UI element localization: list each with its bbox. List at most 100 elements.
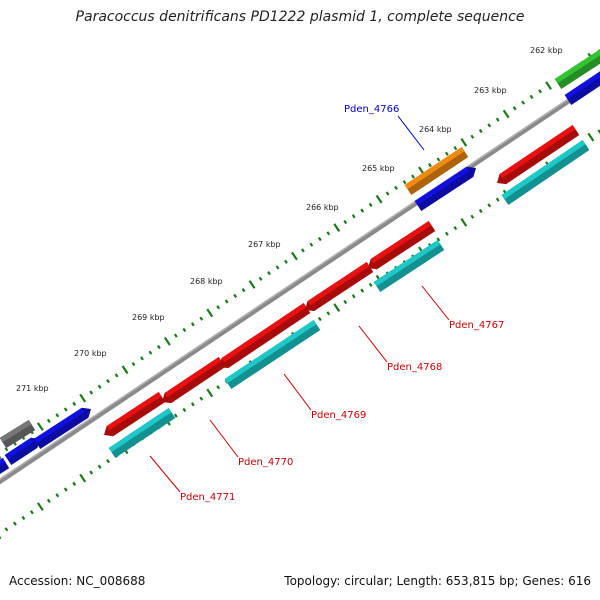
backbone-highlight <box>0 77 600 481</box>
outer-tick <box>114 373 119 378</box>
inner-tick <box>4 527 9 532</box>
inner-tick <box>495 197 500 202</box>
inner-tick <box>173 413 178 418</box>
accession-text: Accession: NC_008688 <box>9 574 146 588</box>
outer-tick <box>148 350 153 355</box>
outer-tick <box>521 100 526 105</box>
outer-tick <box>275 265 280 270</box>
features <box>0 49 600 474</box>
inner-tick <box>190 402 195 407</box>
outer-tick <box>487 123 492 128</box>
outer-tick <box>224 299 229 304</box>
outer-tick <box>190 322 195 327</box>
inner-tick <box>487 203 492 208</box>
scale-label: 264 kbp <box>419 125 452 134</box>
inner-tick <box>0 536 2 540</box>
outer-tick <box>453 145 458 151</box>
inner-tick <box>89 470 94 475</box>
inner-tick <box>326 311 331 316</box>
outer-tick <box>89 390 94 395</box>
outer-tick <box>97 384 102 389</box>
inner-tick <box>63 487 68 492</box>
gene-label: Pden_4770 <box>238 457 293 468</box>
scale-label: 263 kbp <box>474 86 507 95</box>
outer-tick <box>512 106 517 111</box>
scale-labels: 262 kbp 263 kbp 264 kbp 265 kbp 266 kbp 267 k… <box>16 46 563 393</box>
inner-tick <box>351 294 356 299</box>
inner-tick <box>206 388 214 398</box>
outer-tick <box>360 208 365 213</box>
scale-label: 265 kbp <box>362 164 395 173</box>
outer-tick <box>199 316 204 321</box>
inner-tick <box>36 502 44 511</box>
forward-cds <box>4 437 40 465</box>
outer-tick <box>495 117 500 122</box>
outer-tick <box>63 407 68 412</box>
outer-tick <box>248 280 256 289</box>
outer-tick <box>216 305 221 310</box>
inner-tick <box>21 515 26 521</box>
inner-tick <box>29 510 34 515</box>
inner-tick <box>453 225 458 231</box>
inner-tick <box>79 473 87 483</box>
cds-pden-4766-highlight <box>414 166 470 206</box>
label-leader <box>397 115 425 151</box>
gene-label: Pden_4766 <box>344 104 399 115</box>
inner-tick <box>182 407 187 413</box>
inner-tick <box>436 237 441 242</box>
outer-tick <box>343 219 348 225</box>
outer-tick <box>233 293 238 298</box>
label-leader <box>149 455 181 493</box>
cds-pden-4766 <box>414 166 476 211</box>
outer-tick <box>300 248 305 253</box>
outer-tick <box>351 214 356 219</box>
cds-reverse-highlight <box>499 125 576 179</box>
inner-tick <box>444 231 449 236</box>
outer-tick <box>291 251 298 261</box>
label-leaders <box>149 115 450 493</box>
outer-tick <box>368 202 373 208</box>
gene-pden-4767-highlight <box>370 221 432 264</box>
tick-marks <box>0 49 600 540</box>
outer-tick <box>317 236 322 242</box>
unknown-feature-highlight <box>0 419 32 443</box>
outer-tick <box>309 242 314 247</box>
inner-tick <box>360 288 365 293</box>
inner-tick <box>97 464 102 469</box>
outer-tick <box>206 308 214 318</box>
inner-tick <box>72 481 77 486</box>
outer-tick <box>46 418 51 424</box>
rna-gene-highlight <box>554 49 600 84</box>
scale-label: 269 kbp <box>132 313 165 322</box>
outer-tick <box>333 223 341 232</box>
inner-tick <box>13 521 17 526</box>
forward-cds-highlight <box>33 407 85 444</box>
cds-product-highlight <box>501 140 586 200</box>
inner-tick <box>597 129 600 134</box>
outer-tick <box>182 327 187 333</box>
outer-tick <box>470 134 475 139</box>
outer-tick <box>502 109 510 119</box>
map-title: Paracoccus denitrificans PD1222 plasmid … <box>75 9 525 25</box>
outer-tick <box>394 185 398 190</box>
inner-tick <box>317 316 322 322</box>
label-leader <box>358 325 388 363</box>
forward-cds-highlight <box>564 71 600 100</box>
outer-tick <box>173 333 178 338</box>
inner-tick <box>199 396 204 401</box>
inner-tick <box>55 493 60 498</box>
cds-pden-4771-highlight <box>108 408 172 453</box>
outer-tick <box>436 157 441 162</box>
scale-label: 267 kbp <box>248 240 281 249</box>
gene-label: Pden_4767 <box>449 320 504 331</box>
inner-tick <box>46 498 51 504</box>
outer-tick <box>157 344 161 350</box>
outer-tick <box>121 365 129 375</box>
outer-tick <box>402 180 407 185</box>
scale-label: 268 kbp <box>190 277 223 286</box>
outer-tick <box>385 191 390 196</box>
outer-tick <box>478 128 483 134</box>
backbone-line <box>0 77 600 485</box>
gene-label: Pden_4768 <box>387 362 442 373</box>
